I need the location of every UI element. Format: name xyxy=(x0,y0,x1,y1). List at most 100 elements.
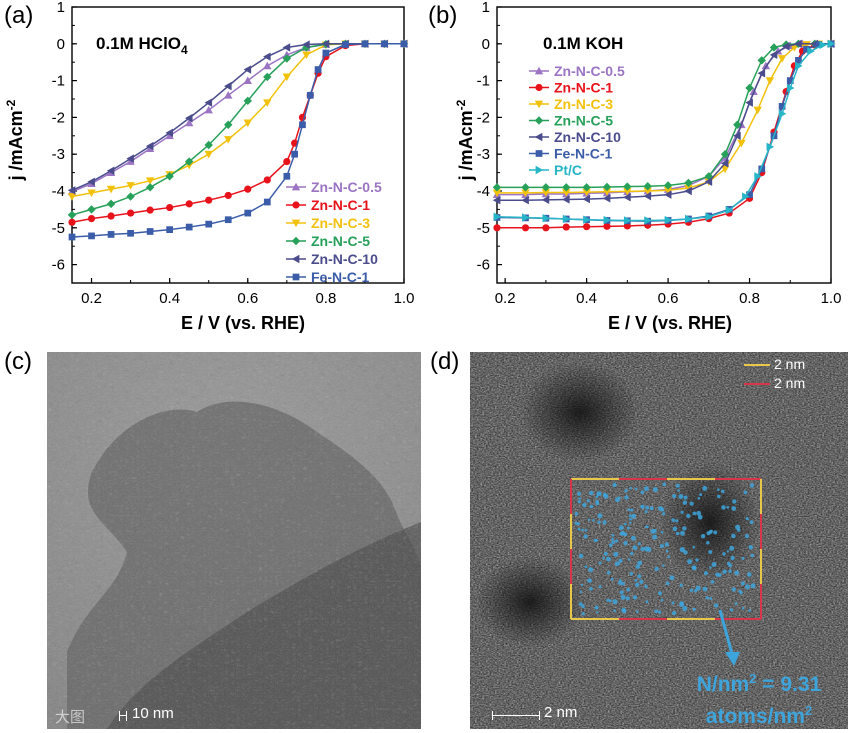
chart-a-data-point xyxy=(291,150,298,158)
atom-marker xyxy=(640,504,645,509)
chart-a-legend-label: Zn-N-C-5 xyxy=(311,233,370,249)
atom-marker xyxy=(713,530,718,535)
atom-density-annotation: N/nm2 = 9.31 atoms/nm2 xyxy=(674,666,844,729)
chart-b-data-point xyxy=(492,196,501,205)
chart-a-data-point xyxy=(243,76,252,84)
atom-marker xyxy=(672,494,677,499)
atom-marker xyxy=(744,534,750,539)
atom-marker xyxy=(592,519,595,522)
chart-a-data-point xyxy=(126,157,135,165)
chart-b-series-Pt/C xyxy=(493,39,836,225)
chart-b-xlabel: E / V (vs. RHE) xyxy=(608,313,732,333)
atom-marker xyxy=(640,546,645,552)
panel-label-a: (a) xyxy=(4,2,34,29)
atom-marker xyxy=(574,521,578,525)
atom-marker xyxy=(622,609,627,614)
atom-marker xyxy=(747,572,752,577)
chart-b-data-point xyxy=(745,98,753,107)
chart-a-data-point xyxy=(87,205,96,214)
chart-b-data-point xyxy=(753,106,762,115)
chart-b-legend-marker xyxy=(535,83,543,92)
chart-a-legend-marker xyxy=(291,219,301,228)
atom-marker xyxy=(671,518,675,522)
chart-a-data-point xyxy=(126,209,135,217)
atom-marker xyxy=(708,530,713,534)
chart-b-legend-entry: Zn-N-C-5 xyxy=(529,113,613,129)
chart-a-data-point xyxy=(224,91,233,99)
atom-marker xyxy=(626,526,630,530)
chart-a-legend-label: Fe-N-C-1 xyxy=(311,269,370,285)
atom-marker xyxy=(662,564,665,567)
atom-marker xyxy=(706,541,710,545)
chart-a-data-point xyxy=(263,52,271,61)
chart-a-data-point xyxy=(204,105,213,114)
atom-marker xyxy=(578,553,584,559)
atom-marker xyxy=(615,539,619,543)
atom-marker xyxy=(594,605,599,610)
chart-a-data-point xyxy=(204,150,213,159)
atom-marker xyxy=(692,545,696,549)
atom-marker xyxy=(709,566,712,569)
chart-b-data-point xyxy=(807,46,815,56)
chart-b-data-point xyxy=(521,183,530,192)
chart-a-data-point xyxy=(263,99,272,107)
chart-a-data-point xyxy=(244,209,252,217)
chart-b-legend-marker xyxy=(534,100,544,109)
chart-a-data-point xyxy=(106,166,115,175)
chart-a-ytick-label: -3 xyxy=(52,146,65,163)
atom-marker xyxy=(714,603,719,608)
chart-a-series-Zn-N-C-0.5 xyxy=(67,39,409,196)
atom-marker xyxy=(596,611,599,614)
atom-marker xyxy=(654,566,659,572)
chart-a-legend-label: Zn-N-C-1 xyxy=(311,197,370,213)
chart-b-legend-marker xyxy=(534,116,544,125)
chart-a-data-point xyxy=(88,232,95,240)
atom-marker xyxy=(675,531,680,536)
chart-b-data-point xyxy=(562,214,571,224)
chart-b-data-point xyxy=(521,196,529,205)
atom-marker xyxy=(598,585,602,589)
chart-b-data-point xyxy=(765,77,775,85)
atom-marker xyxy=(680,530,685,536)
chart-b-data-point xyxy=(602,188,612,196)
chart-b-data-point xyxy=(766,142,775,152)
chart-b-data-point xyxy=(769,50,778,60)
atom-marker xyxy=(709,597,713,600)
atom-marker xyxy=(721,489,725,494)
chart-b-data-point xyxy=(819,40,828,50)
watermark-text: 大图 xyxy=(55,708,86,726)
chart-a-data-point xyxy=(263,176,271,184)
chart-a-data-point xyxy=(68,218,76,226)
chart-b-data-point xyxy=(603,215,612,225)
atom-marker xyxy=(581,612,585,616)
chart-a-data-point xyxy=(224,136,233,144)
chart-a-data-point xyxy=(205,196,213,204)
atom-marker xyxy=(657,591,663,596)
atom-marker xyxy=(581,604,585,609)
atom-marker xyxy=(705,596,709,600)
chart-b-xtick-label: 0.4 xyxy=(576,290,597,307)
atom-marker xyxy=(675,483,680,488)
chart-b-data-point xyxy=(492,183,502,192)
chart-b-data-point xyxy=(720,165,730,174)
chart-a-data-point xyxy=(204,140,213,150)
atom-marker xyxy=(611,540,616,544)
chart-a-series-line xyxy=(71,43,404,193)
atom-marker xyxy=(623,522,627,526)
chart-b-ytick-label: -3 xyxy=(477,146,490,163)
atom-marker xyxy=(691,565,697,571)
chart-a-data-point xyxy=(106,185,116,194)
atom-marker xyxy=(745,517,749,521)
atom-marker xyxy=(577,491,581,496)
chart-b-xtick-label: 0.6 xyxy=(658,290,679,307)
chart-a-legend-label: Zn-N-C-3 xyxy=(311,215,370,231)
chart-a-data-point xyxy=(145,177,155,185)
panel-label-d: (d) xyxy=(430,348,460,375)
chart-a-legend-entry: Zn-N-C-1 xyxy=(286,197,370,213)
chart-a-series-line xyxy=(71,43,404,191)
chart-a-condition: 0.1M HClO4 xyxy=(96,34,188,57)
atom-marker xyxy=(732,499,737,504)
atom-marker xyxy=(602,556,605,560)
chart-a-hclo4: 0.2 0.4 0.6 0.8 1.010-1-2-3-4-5-6Zn-N-C-0.5Z… xyxy=(4,0,414,333)
atom-marker xyxy=(613,551,619,557)
